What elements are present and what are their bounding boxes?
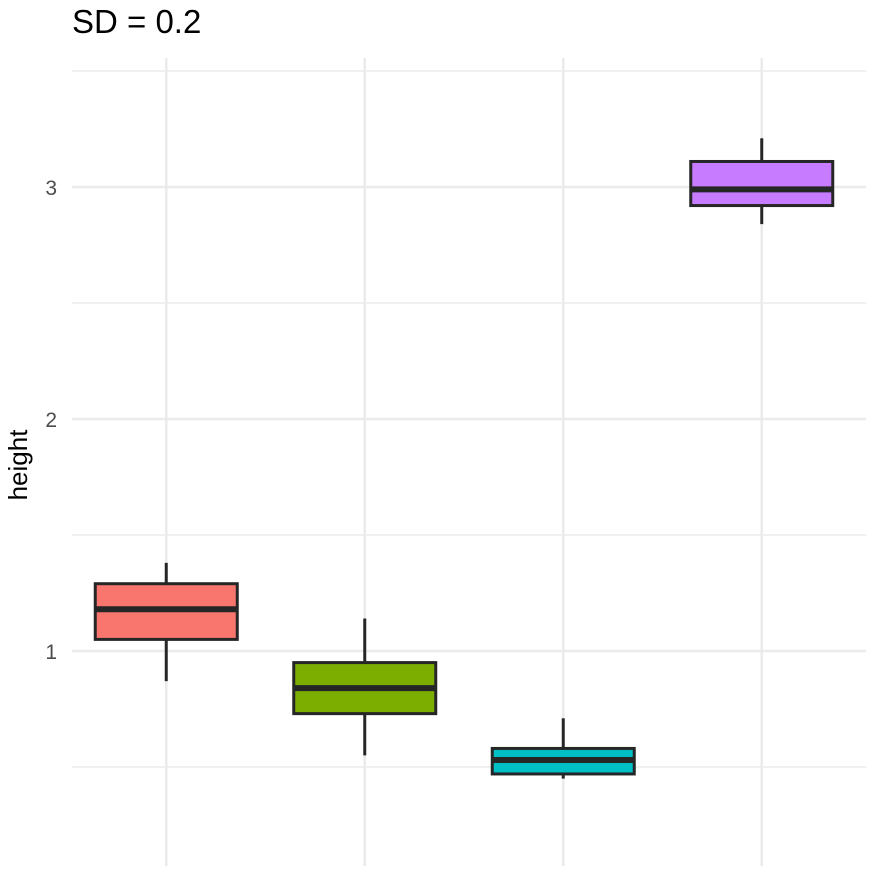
y-tick-label: 2 — [45, 409, 57, 432]
chart-title: SD = 0.2 — [72, 3, 201, 40]
y-tick-label: 3 — [45, 177, 57, 200]
y-axis-ticks: 1 2 3 — [45, 177, 57, 664]
box-group — [490, 718, 636, 779]
y-tick-label: 1 — [45, 641, 57, 664]
box-iqr — [689, 159, 835, 208]
box-group — [292, 618, 438, 756]
box-group — [93, 562, 239, 682]
y-axis-label: height — [3, 429, 33, 501]
box-marks — [93, 138, 835, 779]
box-group — [689, 138, 835, 225]
